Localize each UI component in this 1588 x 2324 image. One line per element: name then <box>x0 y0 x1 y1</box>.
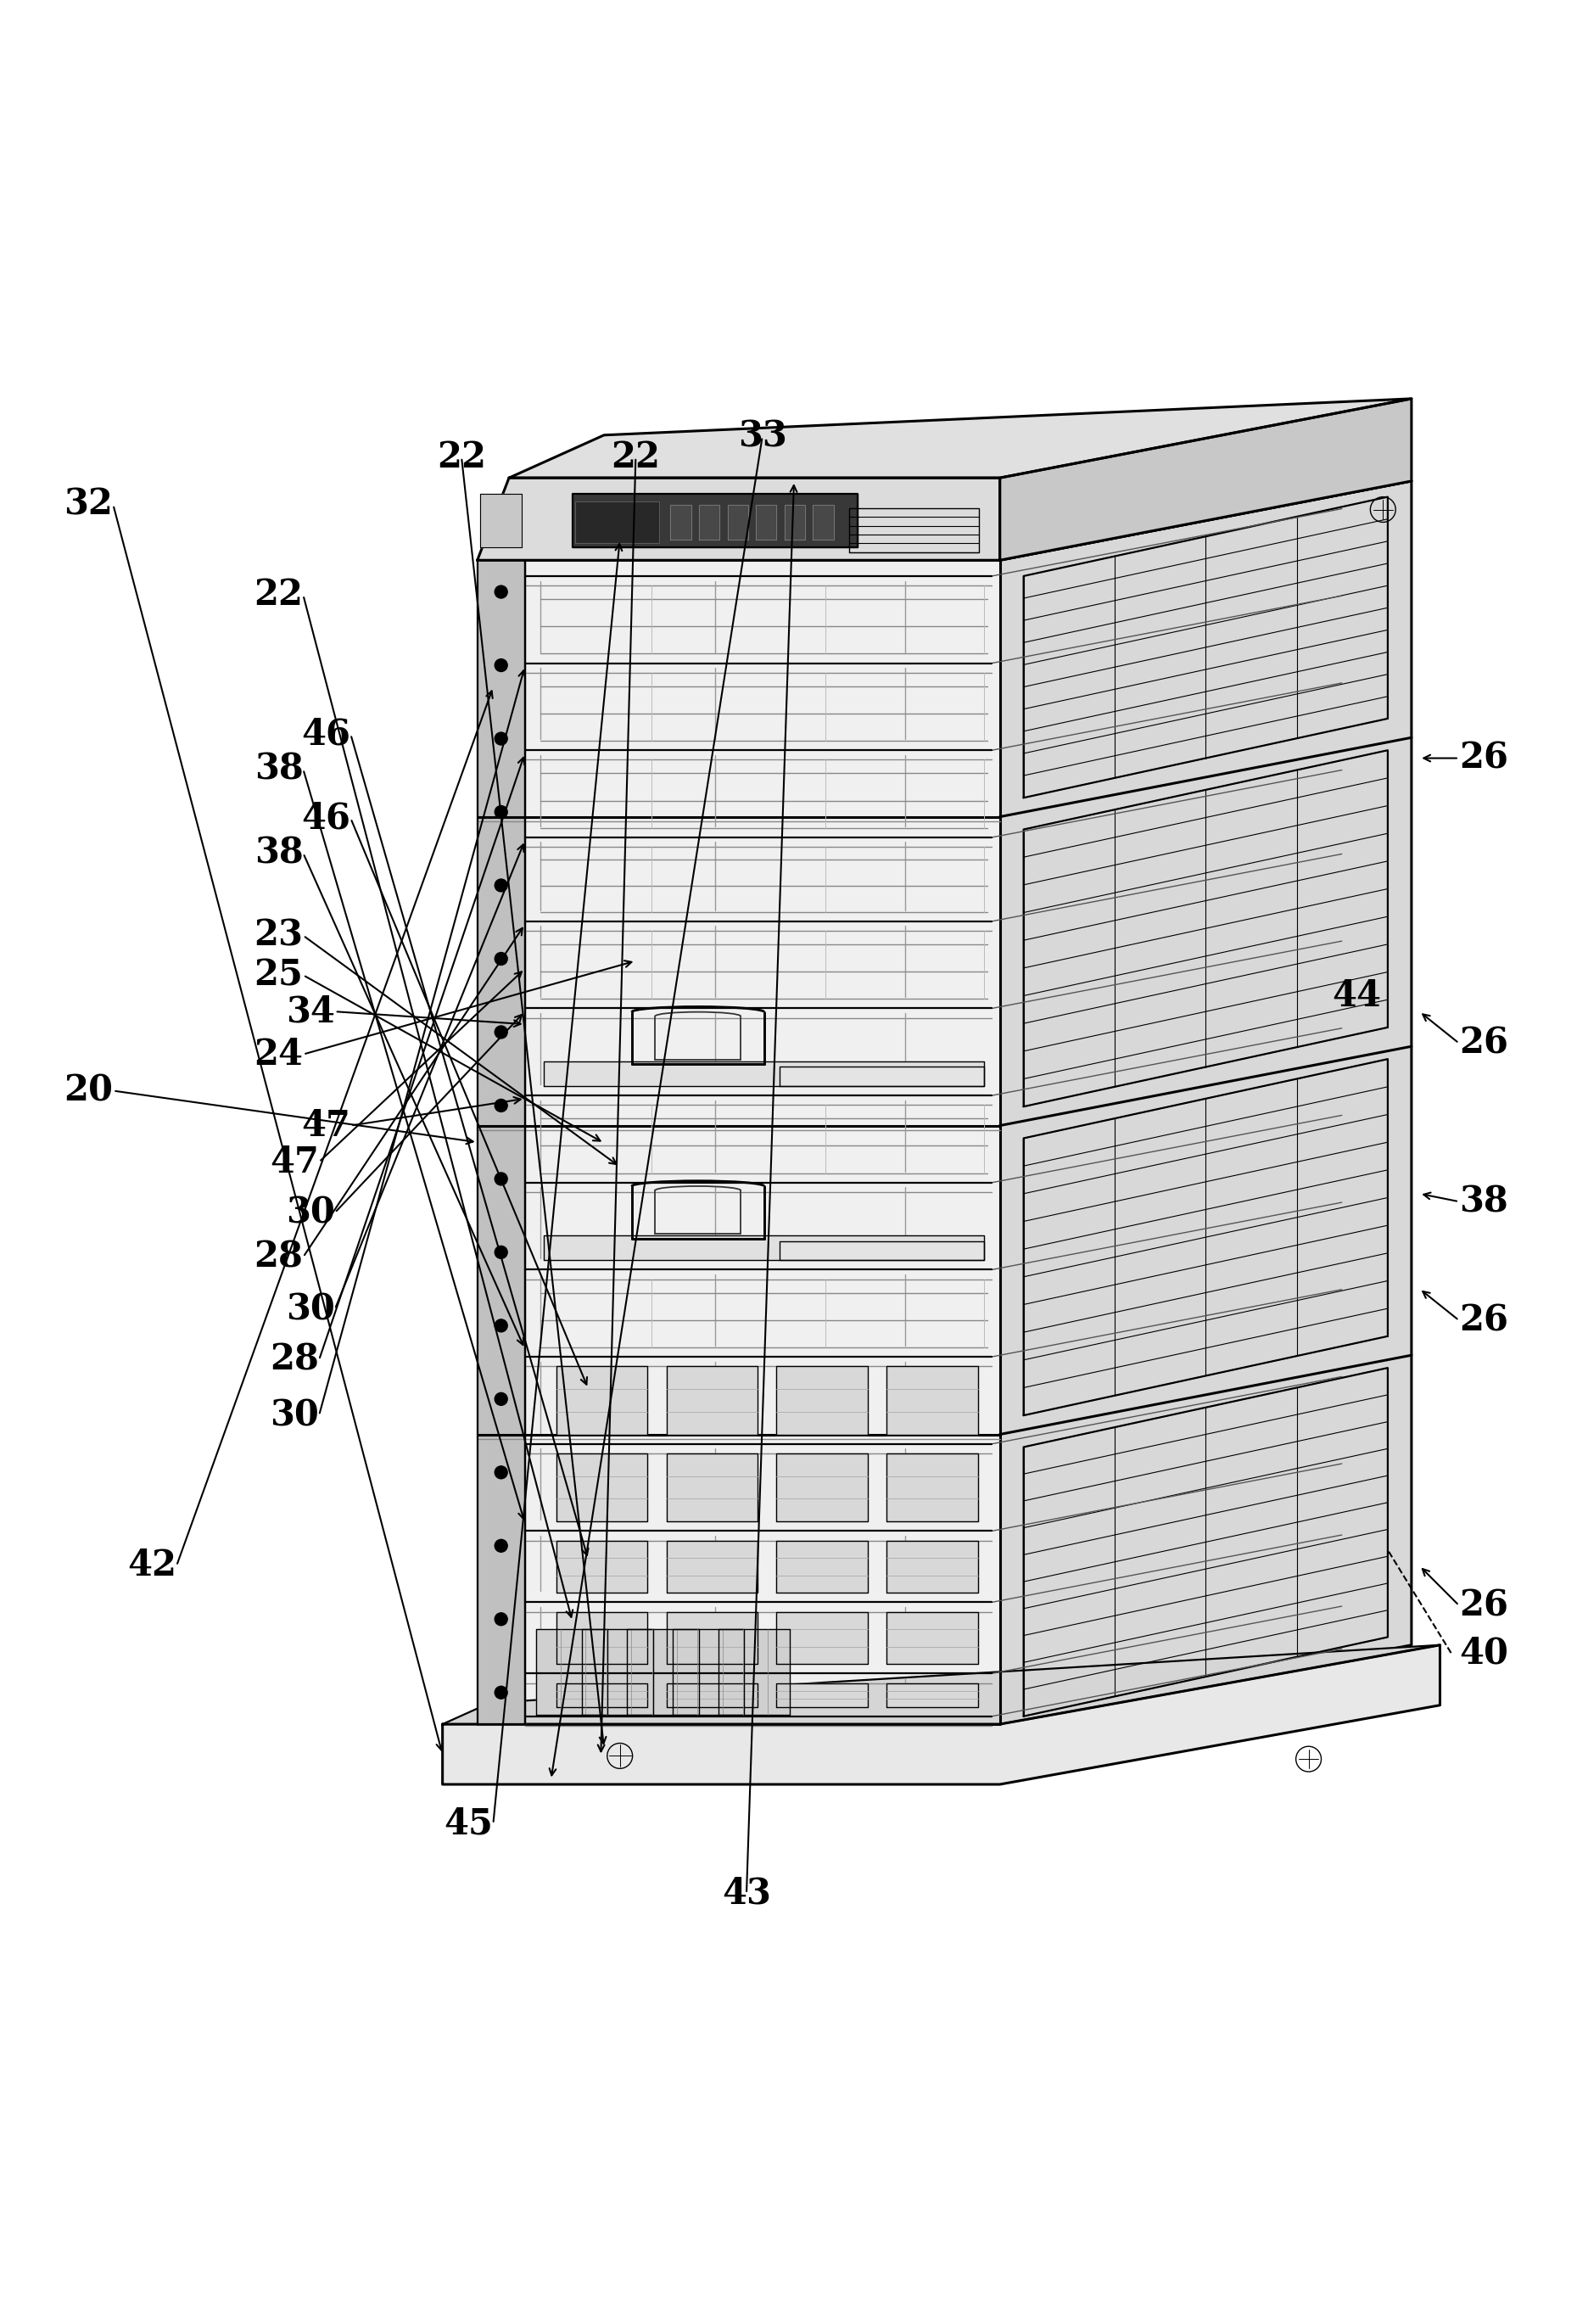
Polygon shape <box>481 493 522 548</box>
Text: 46: 46 <box>302 716 351 753</box>
Polygon shape <box>581 1629 653 1715</box>
Polygon shape <box>556 1452 648 1522</box>
Text: 38: 38 <box>254 751 303 788</box>
Text: 26: 26 <box>1459 741 1509 776</box>
Text: 26: 26 <box>1459 1025 1509 1062</box>
Circle shape <box>495 660 508 672</box>
Polygon shape <box>667 1367 757 1434</box>
Polygon shape <box>627 1629 699 1715</box>
Text: 38: 38 <box>254 834 303 872</box>
Text: 34: 34 <box>286 995 335 1030</box>
Text: 22: 22 <box>254 576 303 614</box>
Polygon shape <box>886 1452 978 1522</box>
Text: 24: 24 <box>254 1037 303 1071</box>
Text: 22: 22 <box>437 439 486 474</box>
Text: 26: 26 <box>1459 1587 1509 1622</box>
Polygon shape <box>543 1236 985 1260</box>
Polygon shape <box>673 1629 745 1715</box>
Text: 30: 30 <box>286 1292 335 1327</box>
Polygon shape <box>667 1613 757 1664</box>
Polygon shape <box>510 400 1412 479</box>
Polygon shape <box>784 504 805 539</box>
Text: 38: 38 <box>1459 1183 1509 1220</box>
Circle shape <box>495 586 508 597</box>
Circle shape <box>495 1613 508 1624</box>
Circle shape <box>495 1466 508 1478</box>
Text: 23: 23 <box>254 918 303 953</box>
Polygon shape <box>777 1452 867 1522</box>
Polygon shape <box>886 1541 978 1592</box>
Text: 44: 44 <box>1332 978 1382 1013</box>
Circle shape <box>495 1392 508 1406</box>
Text: 32: 32 <box>64 488 113 523</box>
Polygon shape <box>886 1683 978 1706</box>
Text: 46: 46 <box>302 799 351 837</box>
Polygon shape <box>777 1541 867 1592</box>
Polygon shape <box>556 1683 648 1706</box>
Text: 33: 33 <box>738 418 786 456</box>
Circle shape <box>495 1174 508 1185</box>
Polygon shape <box>886 1367 978 1434</box>
Circle shape <box>495 953 508 964</box>
Circle shape <box>495 1099 508 1111</box>
Text: 30: 30 <box>286 1195 335 1229</box>
Circle shape <box>495 1538 508 1552</box>
Text: 28: 28 <box>270 1343 319 1378</box>
Polygon shape <box>1000 481 1412 1724</box>
Polygon shape <box>478 560 526 1724</box>
Circle shape <box>495 1687 508 1699</box>
Text: 40: 40 <box>1459 1636 1509 1671</box>
Polygon shape <box>727 504 748 539</box>
Polygon shape <box>777 1613 867 1664</box>
Text: 43: 43 <box>723 1875 772 1910</box>
Polygon shape <box>556 1541 648 1592</box>
Polygon shape <box>777 1683 867 1706</box>
Polygon shape <box>535 1629 607 1715</box>
Polygon shape <box>780 1241 985 1260</box>
Text: 47: 47 <box>270 1143 319 1181</box>
Polygon shape <box>813 504 834 539</box>
Circle shape <box>495 1025 508 1039</box>
Polygon shape <box>667 1452 757 1522</box>
Text: 42: 42 <box>127 1548 176 1583</box>
Circle shape <box>495 1320 508 1332</box>
Polygon shape <box>478 479 1000 560</box>
Polygon shape <box>780 1067 985 1085</box>
Text: 30: 30 <box>270 1397 319 1434</box>
Text: 20: 20 <box>64 1074 113 1109</box>
Circle shape <box>495 806 508 818</box>
Text: 26: 26 <box>1459 1301 1509 1339</box>
Polygon shape <box>556 1367 648 1434</box>
Polygon shape <box>699 504 719 539</box>
Polygon shape <box>575 502 659 544</box>
Polygon shape <box>718 1629 789 1715</box>
Circle shape <box>495 878 508 892</box>
Polygon shape <box>443 1645 1440 1724</box>
Text: 22: 22 <box>611 439 661 474</box>
Polygon shape <box>667 1541 757 1592</box>
Text: 47: 47 <box>302 1109 351 1143</box>
Polygon shape <box>543 1062 985 1085</box>
Polygon shape <box>572 493 858 548</box>
Polygon shape <box>443 1645 1440 1785</box>
Text: 28: 28 <box>254 1239 303 1276</box>
Circle shape <box>495 732 508 746</box>
Polygon shape <box>478 481 1412 560</box>
Polygon shape <box>756 504 777 539</box>
Text: 45: 45 <box>445 1806 494 1843</box>
Text: 25: 25 <box>254 957 303 992</box>
Polygon shape <box>670 504 691 539</box>
Polygon shape <box>1000 400 1412 560</box>
Polygon shape <box>886 1613 978 1664</box>
Polygon shape <box>478 560 1000 1724</box>
Polygon shape <box>556 1613 648 1664</box>
Circle shape <box>495 1246 508 1260</box>
Polygon shape <box>667 1683 757 1706</box>
Polygon shape <box>777 1367 867 1434</box>
